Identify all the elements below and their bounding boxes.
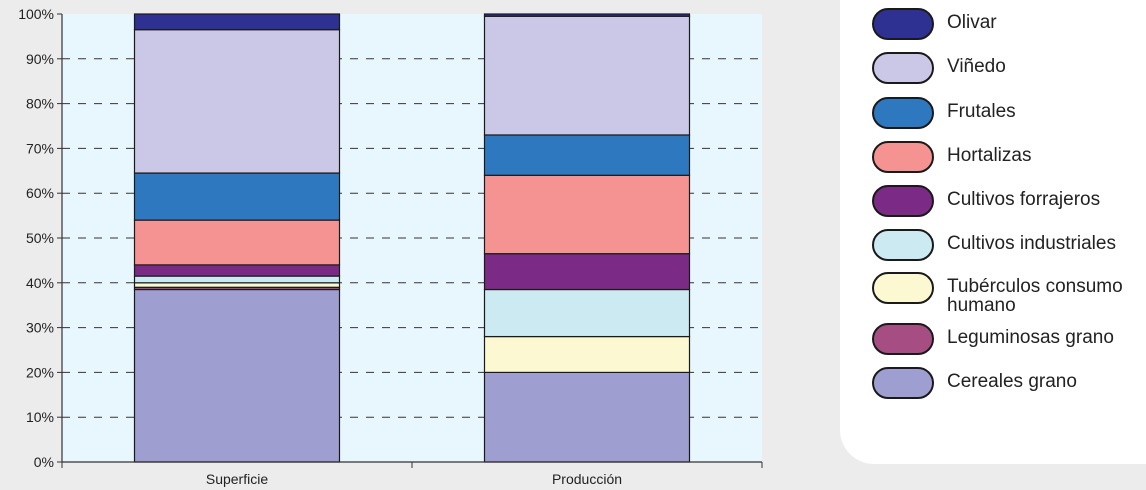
legend-item: Viñedo [872, 50, 1146, 90]
bar-segment [133, 282, 341, 288]
legend-swatch [872, 272, 934, 304]
legend-item: Cereales grano [872, 365, 1146, 405]
legend-item: Leguminosas grano [872, 321, 1146, 361]
y-tick-label: 90% [26, 51, 54, 67]
bar-segment [483, 15, 691, 136]
legend-item: Cultivos forrajeros [872, 183, 1146, 223]
legend-label: Tubérculos consumo humano [947, 276, 1123, 316]
legend-item: Frutales [872, 95, 1146, 135]
bar-segment [483, 253, 691, 291]
legend-swatch [872, 185, 934, 217]
bar-segment [133, 275, 341, 284]
legend-item: Olivar [872, 6, 1146, 46]
y-tick-label: 10% [26, 409, 54, 425]
y-tick-label: 0% [34, 454, 54, 470]
y-tick-label: 60% [26, 185, 54, 201]
legend-label: Olivar [947, 12, 997, 33]
bar-segment [483, 371, 691, 463]
bar-segment [483, 335, 691, 373]
legend-swatch [872, 52, 934, 84]
bar-segment [483, 288, 691, 338]
legend-swatch [872, 8, 934, 40]
y-tick-label: 80% [26, 96, 54, 112]
legend-item: Hortalizas [872, 139, 1146, 179]
x-tick-label: Producción [552, 471, 622, 487]
axes: 0% 10% 20% 30% 40% 50% 60% 70% 80% 90% 100% Superfi… [18, 6, 763, 487]
bar-segment [483, 134, 691, 176]
bars [133, 13, 691, 463]
legend-label: Viñedo [947, 56, 1006, 77]
legend-item: Tubérculos consumo humano [872, 270, 1146, 315]
y-tick-label: 30% [26, 320, 54, 336]
bar-segment [133, 288, 341, 463]
legend-swatch [872, 141, 934, 173]
legend-label: Cultivos forrajeros [947, 189, 1101, 210]
legend-swatch [872, 97, 934, 129]
bar-segment [483, 13, 691, 17]
y-tick-label: 50% [26, 230, 54, 246]
bar-segment [483, 174, 691, 255]
y-tick-label: 70% [26, 140, 54, 156]
legend-label: Leguminosas grano [947, 327, 1114, 348]
legend-label: Cereales grano [947, 371, 1077, 392]
legend-swatch [872, 367, 934, 399]
legend-swatch [872, 323, 934, 355]
bar-segment [133, 219, 341, 266]
legend-label: Frutales [947, 101, 1016, 122]
bar-segment [133, 264, 341, 277]
bar-segment [133, 29, 341, 174]
legend-swatch [872, 229, 934, 261]
legend-label: Cultivos industriales [947, 233, 1116, 254]
y-tick-label: 40% [26, 275, 54, 291]
bar-segment [133, 172, 341, 221]
legend-label: Hortalizas [947, 145, 1032, 166]
x-tick-label: Superficie [206, 471, 268, 487]
legend-item: Cultivos industriales [872, 227, 1146, 267]
bar-segment [133, 13, 341, 31]
y-tick-label: 100% [18, 6, 54, 22]
y-tick-label: 20% [26, 364, 54, 380]
